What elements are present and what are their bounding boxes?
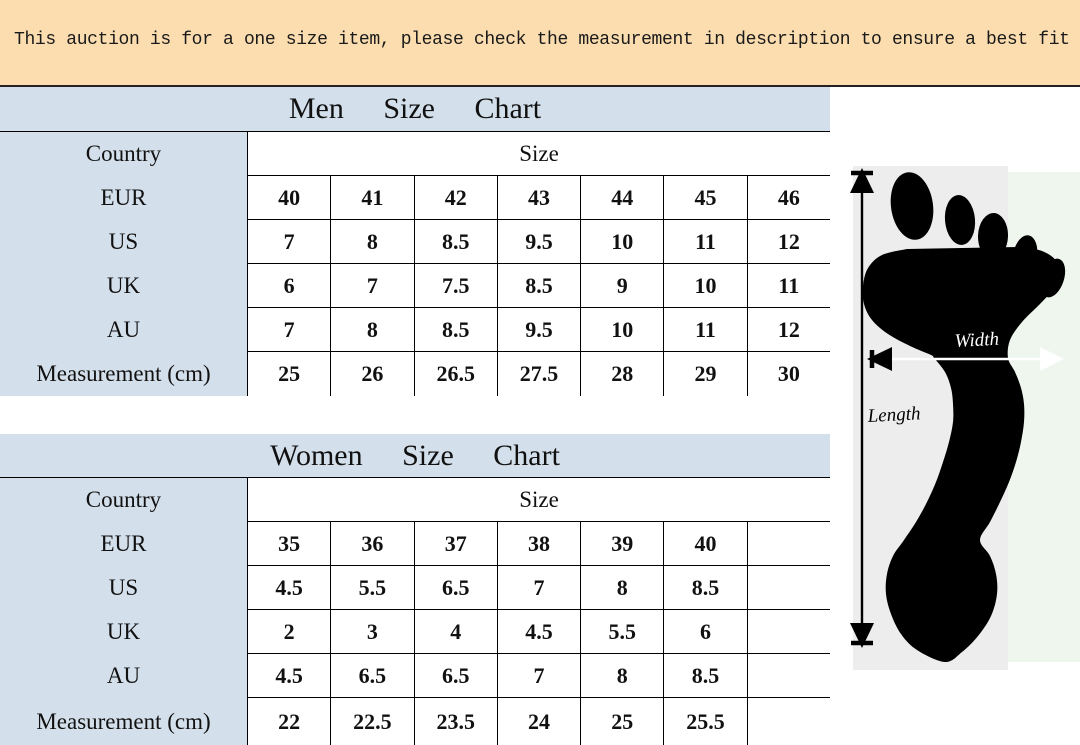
svg-text:Width: Width [954, 329, 999, 352]
svg-text:Length: Length [866, 403, 921, 427]
